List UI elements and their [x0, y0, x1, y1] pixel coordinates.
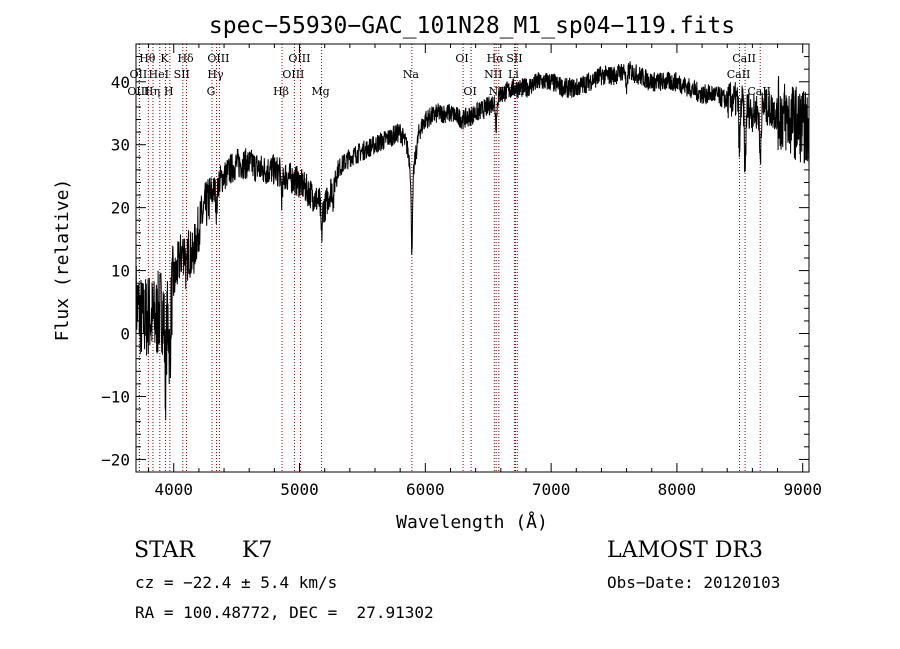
- spectral-line-label: OI: [463, 85, 476, 98]
- spectral-line-label: SII: [508, 85, 524, 98]
- spectral-line-label: NII: [489, 85, 507, 98]
- y-tick-label: 20: [111, 199, 130, 218]
- spectral-line-label: H: [164, 85, 174, 98]
- x-tick-label: 5000: [280, 480, 319, 499]
- spectral-line-label: Hβ: [273, 85, 289, 98]
- y-tick-label: 40: [111, 73, 130, 92]
- spectral-line-label: OIII: [207, 52, 229, 65]
- x-tick-label: 7000: [532, 480, 571, 499]
- spectral-line-label: Na: [403, 68, 420, 81]
- redshift-text: cz = −22.4 ± 5.4 km/s: [135, 573, 338, 592]
- y-tick-label: 30: [111, 136, 130, 155]
- spectral-line-label: OI: [455, 52, 468, 65]
- obs-date-text: Obs−Date: 20120103: [607, 573, 781, 592]
- spectral-line-label: Hγ: [207, 68, 224, 81]
- spectrum-series: [135, 61, 810, 421]
- y-tick-label: 0: [120, 325, 130, 344]
- y-tick-label: −10: [101, 387, 130, 406]
- spectral-line-label: Hθ: [139, 52, 156, 65]
- y-tick-label: −20: [101, 450, 130, 469]
- spectral-line-label: OIII: [288, 52, 310, 65]
- x-tick-label: 8000: [658, 480, 697, 499]
- plot-frame: [135, 43, 810, 473]
- survey-name: LAMOST DR3: [607, 538, 763, 563]
- spectral-line-label: NII: [484, 68, 502, 81]
- x-axis-label: Wavelength (Å): [396, 511, 548, 533]
- spectral-line-label: OIII: [282, 68, 304, 81]
- spectral-line-label: OII: [130, 68, 148, 81]
- chart-title: spec−55930−GAC_101N28_M1_sp04−119.fits: [209, 13, 735, 39]
- object-subclass: K7: [242, 538, 273, 563]
- spectral-line-label: Hδ: [177, 52, 194, 65]
- spectral-line-label: K: [160, 52, 169, 65]
- x-axis-ticks: 4000 5000 6000 7000 8000 9000: [148, 44, 822, 499]
- y-axis-ticks: −20 −10 0 10 20 30 40: [101, 56, 809, 469]
- spectral-line-label: CaII: [747, 85, 771, 98]
- spectral-line-label: Li: [508, 68, 519, 81]
- spectral-line-label: G: [207, 85, 216, 98]
- x-tick-label: 6000: [406, 480, 445, 499]
- y-axis-label: Flux (relative): [52, 179, 73, 342]
- spectral-line-label: HeI: [149, 68, 169, 81]
- spectral-line-label: Mg: [311, 85, 329, 98]
- spectral-line-label: OIII: [127, 85, 149, 98]
- y-tick-label: 10: [111, 262, 130, 281]
- spectral-line-label: SII: [506, 52, 522, 65]
- spectral-line-label: CaII: [727, 68, 751, 81]
- spectral-line-label: SII: [174, 68, 190, 81]
- spectral-line-label: Hη: [144, 85, 160, 98]
- coordinates-text: RA = 100.48772, DEC = 27.91302: [135, 603, 434, 622]
- spectral-line-label: CaII: [732, 52, 756, 65]
- object-class: STAR: [134, 538, 195, 563]
- x-tick-label: 4000: [154, 480, 193, 499]
- spectrum-line: [135, 61, 810, 421]
- x-tick-label: 9000: [783, 480, 822, 499]
- spectral-line-label: Hα: [487, 52, 505, 65]
